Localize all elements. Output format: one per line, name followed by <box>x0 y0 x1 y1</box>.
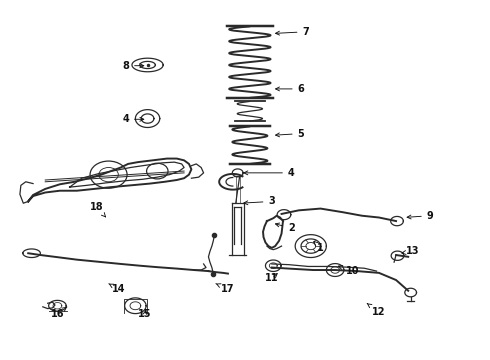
Text: 5: 5 <box>275 129 304 139</box>
Text: 4: 4 <box>122 114 144 124</box>
Text: 4: 4 <box>244 168 294 178</box>
Text: 2: 2 <box>275 223 294 233</box>
Text: 7: 7 <box>275 27 309 37</box>
Text: 13: 13 <box>402 247 420 256</box>
Text: 6: 6 <box>275 84 304 94</box>
Text: 8: 8 <box>122 61 144 71</box>
Text: 17: 17 <box>216 284 235 294</box>
Text: 15: 15 <box>138 309 152 319</box>
Text: 11: 11 <box>265 273 278 283</box>
Text: 18: 18 <box>90 202 105 217</box>
Text: 1: 1 <box>314 242 324 253</box>
Text: 10: 10 <box>339 266 359 276</box>
Text: 16: 16 <box>50 307 67 319</box>
Text: 9: 9 <box>407 211 434 221</box>
Text: 3: 3 <box>244 197 275 206</box>
Text: 12: 12 <box>367 303 386 317</box>
Text: 14: 14 <box>109 284 125 294</box>
